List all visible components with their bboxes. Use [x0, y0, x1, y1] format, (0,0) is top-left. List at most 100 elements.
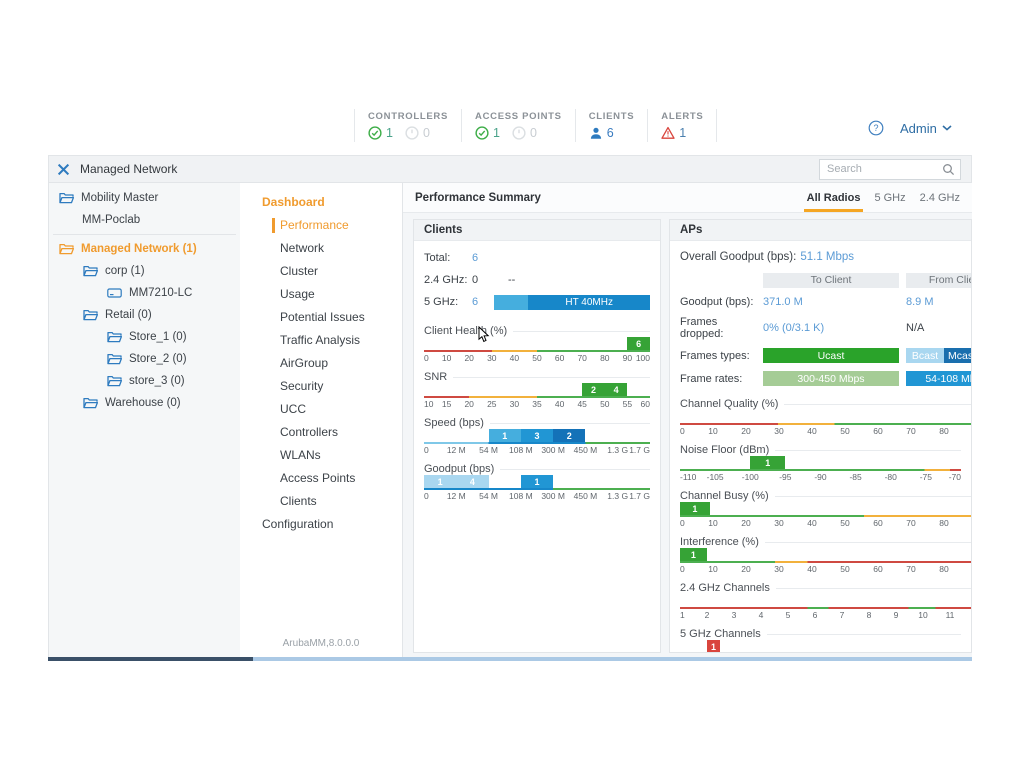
table-value: 371.0 M [763, 296, 803, 308]
stat-access-points[interactable]: ACCESS POINTS 1 0 [462, 109, 576, 142]
chart-bars: 1 [680, 456, 961, 469]
user-menu[interactable]: Admin [900, 121, 952, 136]
nav-item-dashboard[interactable]: Dashboard [262, 195, 325, 209]
clients-panel: Clients Total: 6 2.4 GHz: 0 -- 5 GHz: 6 HT 40MH… [413, 219, 661, 653]
overall-goodput: Overall Goodput (bps): 51.1 Mbps [680, 251, 961, 263]
chart-ticks: 0 12 M 54 M 108 M 300 M 450 M 1.3 G 1.7 G [424, 445, 650, 455]
nav-item-airgroup[interactable]: AirGroup [280, 356, 329, 370]
stat-controllers[interactable]: CONTROLLERS 1 0 [354, 109, 463, 142]
ht-mode-bar: HT 40MHz [494, 294, 650, 310]
tree-item-label: MM-Poclab [82, 214, 141, 226]
chart-bar: 6 [627, 337, 650, 350]
tree-item-mobility-master[interactable]: Mobility Master [49, 187, 240, 209]
tab-5-ghz[interactable]: 5 GHz [874, 191, 906, 204]
nav-item-usage[interactable]: Usage [280, 287, 315, 301]
chart-ticks: -110 -105 -100 -95 -90 -85 -80 -75 -70 [680, 472, 961, 482]
close-icon[interactable] [57, 163, 70, 176]
chart-bar: 1 [488, 429, 521, 442]
chart-axis [680, 469, 961, 471]
stat-count: 6 [606, 126, 614, 140]
nav-item-clients[interactable]: Clients [280, 494, 317, 508]
summary-bar: Performance Summary All Radios 5 GHz 2.4 G… [403, 183, 972, 213]
chart-axis [680, 607, 971, 609]
tree-item-store-1-0-[interactable]: Store_1 (0) [49, 326, 240, 348]
tree-item-mm7210-lc[interactable]: MM7210-LC [49, 282, 240, 304]
stat-group-label: CLIENTS [588, 111, 635, 122]
horizontal-scrollbar[interactable] [48, 657, 972, 661]
chart-title-client_health: Client Health (%) [424, 325, 650, 337]
down-circle-icon [405, 126, 419, 140]
user-area: ? Admin [868, 120, 952, 136]
scrollbar-thumb[interactable] [48, 657, 253, 661]
chart-ticks: 0 10 20 30 40 50 60 70 80 90 100 [424, 353, 650, 363]
nav-item-security[interactable]: Security [280, 379, 324, 393]
radio-band-tabs: All Radios 5 GHz 2.4 GHz [803, 183, 960, 212]
client-stat-value: 6 [472, 252, 479, 264]
tree-item-label: Warehouse (0) [105, 397, 181, 409]
nav-item-wlans[interactable]: WLANs [280, 448, 321, 462]
nav-item-network[interactable]: Network [280, 241, 325, 255]
stat-count: 1 [386, 126, 393, 140]
stat-count: 0 [529, 126, 537, 140]
tree-item-warehouse-0-[interactable]: Warehouse (0) [49, 392, 240, 414]
nav-item-controllers[interactable]: Controllers [280, 425, 339, 439]
stat-clients[interactable]: CLIENTS 6 [576, 109, 649, 142]
chart-goodput: Goodput (bps) 1 4 1 0 12 M 54 M 108 M 300 M 450 M… [424, 463, 650, 501]
tree-item-label: Retail (0) [105, 309, 152, 321]
chart-title-channel_busy: Channel Busy (%) [680, 490, 971, 502]
help-icon[interactable]: ? [868, 120, 884, 136]
tree-item-mm-poclab[interactable]: MM-Poclab [49, 209, 240, 231]
chart-bars: 1 [680, 502, 971, 515]
overall-goodput-label: Overall Goodput (bps): [680, 251, 797, 263]
nav-item-traffic-analysis[interactable]: Traffic Analysis [280, 333, 361, 347]
aps-panel: APs Overall Goodput (bps): 51.1 Mbps To Cl… [669, 219, 972, 653]
chart-bars [680, 410, 971, 423]
nav-item-configuration[interactable]: Configuration [262, 517, 334, 531]
search-icon[interactable] [942, 163, 955, 176]
aps-row-label: Frames types: [680, 349, 750, 362]
nav-item-potential-issues[interactable]: Potential Issues [280, 310, 365, 324]
aps-panel-header: APs [670, 220, 971, 241]
chart-channels_24: 2.4 GHz Channels 123456789101112 [680, 582, 971, 620]
context-label: Managed Network [80, 162, 178, 176]
check-circle-stat: 1 [475, 126, 500, 140]
table-bar-segment: Bcast [906, 348, 944, 363]
tab-2-4-ghz[interactable]: 2.4 GHz [919, 191, 960, 204]
panels-row: Clients Total: 6 2.4 GHz: 0 -- 5 GHz: 6 HT 40MH… [403, 213, 972, 653]
aps-row-label: Frames dropped: [680, 316, 724, 340]
tree-item-corp-1-[interactable]: corp (1) [49, 260, 240, 282]
table-value: N/A [906, 322, 925, 334]
stat-alerts[interactable]: ALERTS 1 [648, 109, 718, 142]
chart-bar: 4 [456, 475, 489, 488]
search-input[interactable] [825, 162, 942, 176]
stat-group-label: CONTROLLERS [368, 111, 449, 122]
nav-item-ucc[interactable]: UCC [280, 402, 306, 416]
table-bar-segment: Ucast [763, 348, 899, 363]
tree-item-label: corp (1) [105, 265, 145, 277]
chart-ticks: 0 12 M 54 M 108 M 300 M 450 M 1.3 G 1.7 G [424, 491, 650, 501]
tree-item-retail-0-[interactable]: Retail (0) [49, 304, 240, 326]
folder-icon [59, 192, 74, 204]
nav-item-performance[interactable]: Performance [240, 214, 402, 237]
folder-icon [83, 397, 98, 409]
down-circle-icon [512, 126, 526, 140]
tree-item-label: store_3 (0) [129, 375, 185, 387]
client-stat-label: 5 GHz: [424, 296, 459, 308]
tab-all-radios[interactable]: All Radios [803, 183, 864, 212]
nav-item-access-points[interactable]: Access Points [280, 471, 356, 485]
tree-item-managed-network-1-[interactable]: Managed Network (1) [49, 238, 240, 260]
column-header-to-client: To Client [763, 273, 899, 288]
tree-item-store-2-0-[interactable]: Store_2 (0) [49, 348, 240, 370]
column-header-from-client: From Client [906, 273, 971, 288]
chart-client_health: Client Health (%) 6 0 10 20 30 40 50 60 70 80 90 100 [424, 325, 650, 363]
nav-item-cluster[interactable]: Cluster [280, 264, 319, 278]
tree-item-store-3-0-[interactable]: store_3 (0) [49, 370, 240, 392]
alert-triangle-icon [661, 126, 675, 140]
folder-icon [107, 353, 122, 365]
stat-group-label: ACCESS POINTS [475, 111, 562, 122]
